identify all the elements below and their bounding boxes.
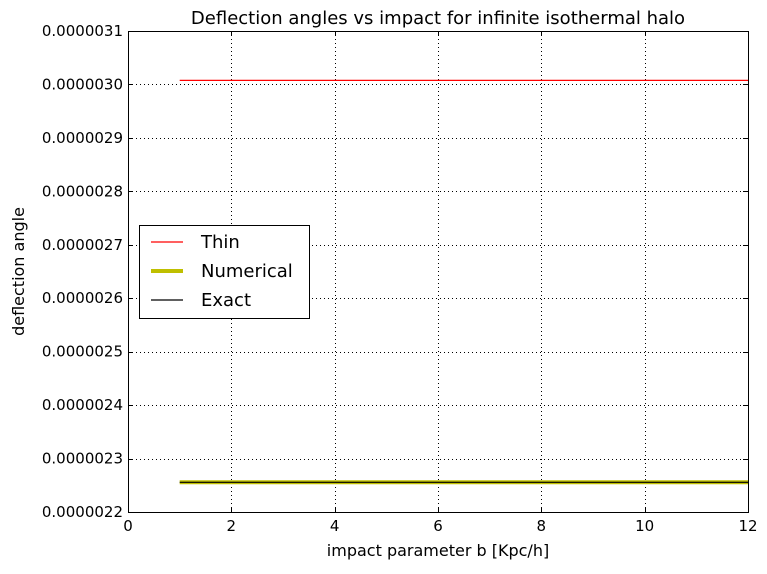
legend-label-numerical: Numerical [201,261,293,282]
series-layer [179,79,748,485]
x-tick-label: 2 [227,517,237,535]
legend-label-thin: Thin [200,232,240,253]
x-tick-label: 6 [433,517,443,535]
y-tick-label: 0.0000026 [42,289,123,307]
legend-label-exact: Exact [201,290,251,311]
x-tick-label: 0 [123,517,133,535]
chart-title: Deflection angles vs impact for infinite… [191,8,685,29]
y-tick-label: 0.0000029 [42,129,123,147]
x-tick-label: 10 [635,517,654,535]
y-tick-label: 0.0000023 [42,450,123,468]
legend: Thin Numerical Exact [139,225,310,319]
x-tick-label: 8 [537,517,547,535]
y-tick-label: 0.0000027 [42,236,123,254]
y-tick-label: 0.0000022 [42,503,123,521]
y-tick-label: 0.0000024 [42,396,123,414]
x-tick-label: 4 [330,517,340,535]
y-tick-label: 0.0000028 [42,182,123,200]
grid-layer [128,31,748,512]
x-axis-label: impact parameter b [Kpc/h] [327,541,549,560]
tick-layer: 0 2 4 6 8 10 12 0.0000022 0.0000023 0.0000024 0.00… [42,22,758,535]
y-tick-label: 0.0000030 [42,75,123,93]
y-axis-label: deflection angle [9,207,28,336]
y-tick-label: 0.0000031 [42,22,123,40]
y-tick-label: 0.0000025 [42,343,123,361]
x-tick-label: 12 [738,517,757,535]
